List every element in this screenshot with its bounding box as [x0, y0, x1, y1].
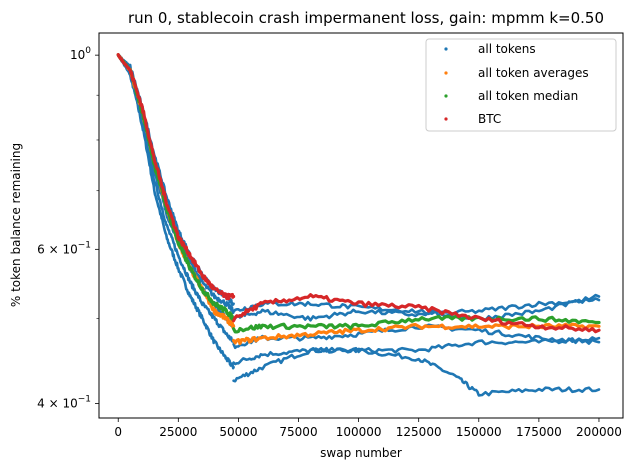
- series-btc-trace-1: [232, 293, 601, 334]
- x-tick-label: 25000: [159, 425, 197, 439]
- x-axis-label: swap number: [320, 446, 402, 460]
- chart-title: run 0, stablecoin crash impermanent loss…: [128, 9, 604, 27]
- series-all_tokens-trace-3: [232, 336, 601, 366]
- legend-marker-averages: [444, 71, 448, 75]
- axes-frame: [98, 32, 624, 419]
- legend-entry-btc: BTC: [444, 112, 501, 126]
- series-averages-trace-1: [232, 322, 601, 346]
- legend-marker-btc: [444, 117, 448, 121]
- legend-label-all-tokens: all tokens: [478, 42, 536, 56]
- legend-marker-all-tokens: [444, 47, 448, 51]
- x-tick-label: 0: [114, 425, 122, 439]
- legend-label-averages: all token averages: [478, 66, 589, 80]
- y-axis-label: % token balance remaining: [9, 143, 23, 307]
- legend-label-btc: BTC: [478, 112, 501, 126]
- y-tick-label: 100: [70, 46, 91, 62]
- legend-entry-median: all token median: [444, 89, 578, 103]
- x-tick-label: 200000: [576, 425, 622, 439]
- ticks-layer: 0 25000 50000 75000 100000 125000 150000 175000…: [37, 46, 622, 439]
- y-tick-label: 6 × 10−1: [37, 240, 91, 256]
- legend-frame: [425, 38, 617, 132]
- legend-marker-median: [444, 94, 448, 98]
- legend-entry-all-tokens: all tokens: [444, 42, 536, 56]
- series-btc: [116, 53, 601, 334]
- x-tick-label: 50000: [219, 425, 257, 439]
- legend: all tokens all token averages all token …: [425, 38, 617, 132]
- y-tick-label: 4 × 10−1: [37, 394, 91, 410]
- x-tick-label: 125000: [396, 425, 442, 439]
- series-median-trace-1: [232, 314, 601, 334]
- legend-entry-averages: all token averages: [444, 66, 589, 80]
- x-tick-label: 150000: [456, 425, 502, 439]
- series-all_tokens-trace-1: [232, 346, 601, 397]
- series-btc-trace-0: [116, 53, 236, 301]
- series-layer: [116, 53, 601, 397]
- x-tick-label: 100000: [336, 425, 382, 439]
- x-tick-label: 75000: [279, 425, 317, 439]
- x-tick-label: 175000: [516, 425, 562, 439]
- legend-label-median: all token median: [478, 89, 578, 103]
